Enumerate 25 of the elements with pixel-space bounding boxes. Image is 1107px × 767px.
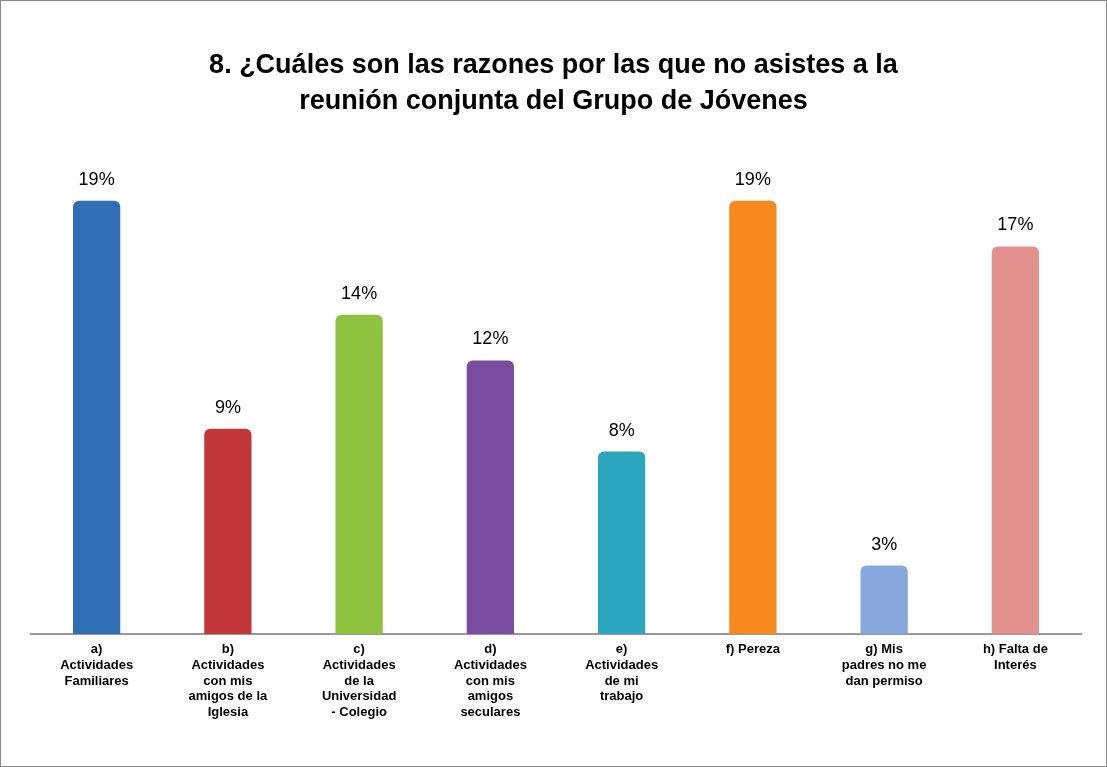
bar xyxy=(466,360,514,634)
x-tick-label: e) Actividades de mi trabajo xyxy=(585,641,659,704)
bar xyxy=(598,451,646,634)
data-label: 12% xyxy=(472,328,509,349)
bar xyxy=(860,565,908,634)
data-label: 19% xyxy=(78,168,115,189)
bar xyxy=(204,428,252,634)
x-tick-label: d) Actividades con mis amigos seculares xyxy=(453,641,527,719)
x-tick-label: f) Pereza xyxy=(725,641,781,657)
x-tick-label: h) Falta de Interés xyxy=(982,641,1048,672)
data-label: 8% xyxy=(608,419,635,440)
data-label: 17% xyxy=(997,214,1034,235)
bar xyxy=(991,246,1039,634)
data-label: 3% xyxy=(871,533,898,554)
x-tick-label: g) Mis padres no me dan permiso xyxy=(841,641,927,688)
chart-title: 8. ¿Cuáles son las razones por las que no asistes a la reunión conjunta del Grupo de Jóvenes xyxy=(208,48,899,117)
bar xyxy=(73,200,121,634)
data-label: 9% xyxy=(214,396,241,417)
x-tick-label: c) Actividades de la Universidad - Colegio xyxy=(321,641,397,719)
bar xyxy=(335,314,383,634)
bar xyxy=(729,200,777,634)
data-label: 19% xyxy=(734,168,771,189)
x-tick-label: b) Actividades con mis amigos de la Iglesia xyxy=(188,641,269,719)
x-tick-label: a) Actividades Familiares xyxy=(60,641,134,688)
data-label: 14% xyxy=(341,282,378,303)
